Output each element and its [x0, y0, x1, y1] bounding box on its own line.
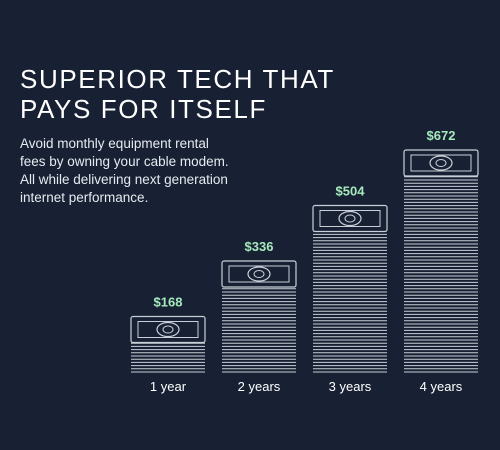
description-line-4: internet performance. [20, 190, 149, 205]
banknote-icon [221, 260, 297, 288]
description: Avoid monthly equipment rental fees by o… [20, 135, 280, 207]
bar-4: $672 4 years [403, 128, 479, 394]
bill-stack-lines [313, 233, 387, 373]
value-label: $168 [154, 295, 183, 310]
description-line-2: fees by owning your cable modem. [20, 154, 229, 169]
bill-stack-lines [131, 342, 205, 373]
banknote-icon [312, 204, 388, 233]
category-label: 4 years [420, 379, 463, 394]
bill-stack-lines [404, 176, 478, 373]
value-label: $336 [245, 239, 274, 254]
banknote-icon [130, 315, 206, 344]
headline-line-1: SUPERIOR TECH THAT [20, 64, 335, 94]
bar-3: $504 3 years [312, 184, 388, 394]
bar-2: $336 2 years [221, 239, 297, 394]
category-label: 3 years [329, 379, 372, 394]
category-label: 2 years [238, 379, 281, 394]
value-label: $672 [427, 128, 456, 143]
category-label: 1 year [150, 379, 187, 394]
banknote-icon [403, 149, 479, 177]
bill-stack-lines [222, 288, 296, 373]
headline: SUPERIOR TECH THAT PAYS FOR ITSELF [20, 64, 335, 124]
description-line-1: Avoid monthly equipment rental [20, 136, 209, 151]
bar-1: $168 1 year [130, 295, 206, 394]
headline-line-2: PAYS FOR ITSELF [20, 94, 267, 124]
value-label: $504 [336, 184, 366, 199]
description-line-3: All while delivering next generation [20, 172, 228, 187]
